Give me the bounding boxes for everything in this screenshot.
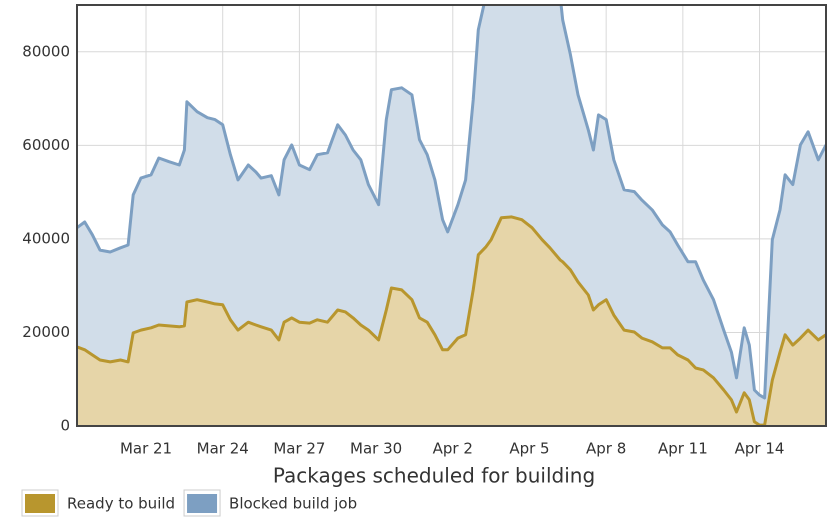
- x-tick-label: Apr 11: [658, 440, 708, 458]
- legend: Ready to build Blocked build job: [21, 489, 357, 517]
- plot-frame: [76, 4, 827, 427]
- legend-swatch: [187, 494, 218, 513]
- x-tick-label: Apr 8: [586, 440, 626, 458]
- legend-swatch: [25, 494, 55, 513]
- line: [77, 215, 826, 426]
- legend-frame: [183, 489, 221, 517]
- x-tick-label: Apr 14: [735, 440, 785, 458]
- x-tick-label: Mar 27: [273, 440, 325, 458]
- legend-label: Ready to build: [67, 495, 175, 513]
- plot: [77, 5, 826, 426]
- y-tick-label: 60000: [22, 136, 70, 154]
- legend-label: Blocked build job: [229, 495, 357, 513]
- y-tick-label: 80000: [22, 42, 70, 60]
- chart-title: Packages scheduled for building: [273, 464, 595, 488]
- x-tick-label: Apr 5: [509, 440, 549, 458]
- x-tick-label: Apr 2: [433, 440, 473, 458]
- area: [77, 5, 826, 426]
- area: [77, 216, 826, 426]
- x-tick-label: Mar 21: [120, 440, 172, 458]
- x-tick-label: Mar 30: [350, 440, 402, 458]
- y-tick-label: 0: [60, 417, 70, 435]
- axis-labels: 0 20000 40000 60000 80000 Mar 21 Mar 24 Mar 27 M…: [22, 42, 784, 457]
- line: [77, 5, 826, 400]
- legend-frame: [21, 489, 59, 517]
- y-tick-label: 20000: [22, 323, 70, 341]
- y-tick-label: 40000: [22, 229, 70, 247]
- x-tick-label: Mar 24: [197, 440, 249, 458]
